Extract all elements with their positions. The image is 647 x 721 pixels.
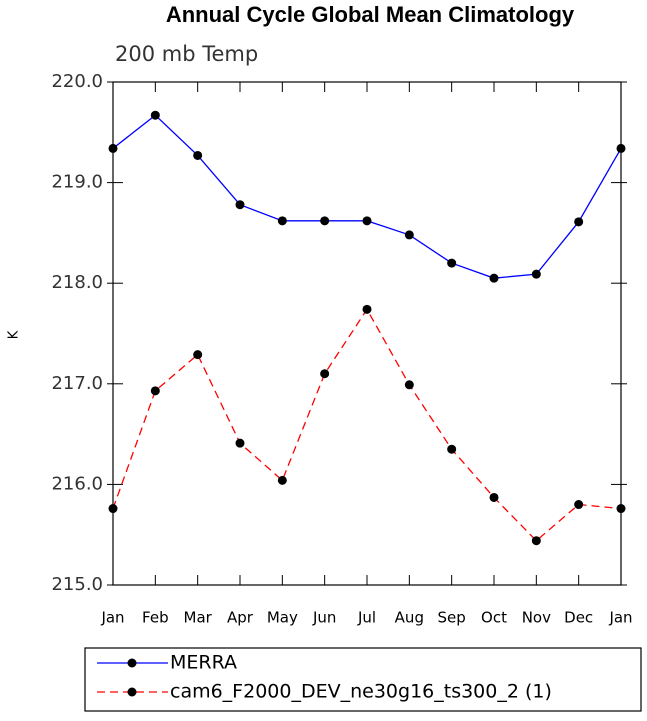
data-point [574, 500, 584, 510]
x-tick-label: Jan [608, 609, 632, 627]
x-tick-label: Feb [142, 609, 169, 627]
data-point [277, 475, 287, 485]
legend-marker [127, 687, 137, 697]
x-tick-label: Jul [357, 609, 376, 627]
legend-box [84, 647, 642, 712]
data-point [362, 216, 372, 226]
data-point [616, 504, 626, 514]
data-point [235, 438, 245, 448]
y-tick-label: 219.0 [51, 172, 103, 193]
data-point [235, 200, 245, 210]
legend-marker [127, 658, 137, 668]
x-tick-label: Oct [481, 609, 507, 627]
x-tick-label: Apr [227, 609, 254, 627]
y-tick-label: 220.0 [51, 71, 103, 92]
y-axis-label: K [7, 330, 22, 339]
data-point [108, 504, 118, 514]
y-tick-label: 218.0 [51, 272, 103, 293]
data-point [447, 444, 457, 454]
x-tick-label: Sep [438, 609, 466, 627]
data-point [447, 258, 457, 268]
data-point [404, 380, 414, 390]
x-tick-label: Aug [395, 609, 424, 627]
data-point [616, 143, 626, 153]
chart-subtitle: 200 mb Temp [115, 42, 258, 66]
data-point [489, 492, 499, 502]
x-tick-label: Nov [522, 609, 551, 627]
data-point [531, 536, 541, 546]
data-point [320, 369, 330, 379]
x-tick-label: Dec [564, 609, 593, 627]
x-tick-label: Mar [184, 609, 213, 627]
plot-frame [112, 81, 622, 586]
data-point [193, 150, 203, 160]
x-tick-label: Jan [100, 609, 124, 627]
data-point [320, 216, 330, 226]
y-tick-label: 216.0 [51, 473, 103, 494]
data-point [193, 350, 203, 360]
data-point [150, 386, 160, 396]
data-point [404, 230, 414, 240]
y-tick-label: 217.0 [51, 373, 103, 394]
series-line [112, 114, 622, 279]
chart-title: Annual Cycle Global Mean Climatology [166, 2, 575, 27]
data-point [277, 216, 287, 226]
data-point [574, 217, 584, 227]
x-tick-label: Jun [312, 609, 336, 627]
series-line [112, 308, 622, 542]
data-point [362, 304, 372, 314]
legend-label: MERRA [170, 652, 237, 674]
x-tick-label: May [267, 609, 298, 627]
data-point [489, 273, 499, 283]
data-point [531, 269, 541, 279]
data-point [108, 143, 118, 153]
legend-label: cam6_F2000_DEV_ne30g16_ts300_2 (1) [170, 681, 552, 703]
y-tick-label: 215.0 [51, 574, 103, 595]
data-point [150, 110, 160, 120]
